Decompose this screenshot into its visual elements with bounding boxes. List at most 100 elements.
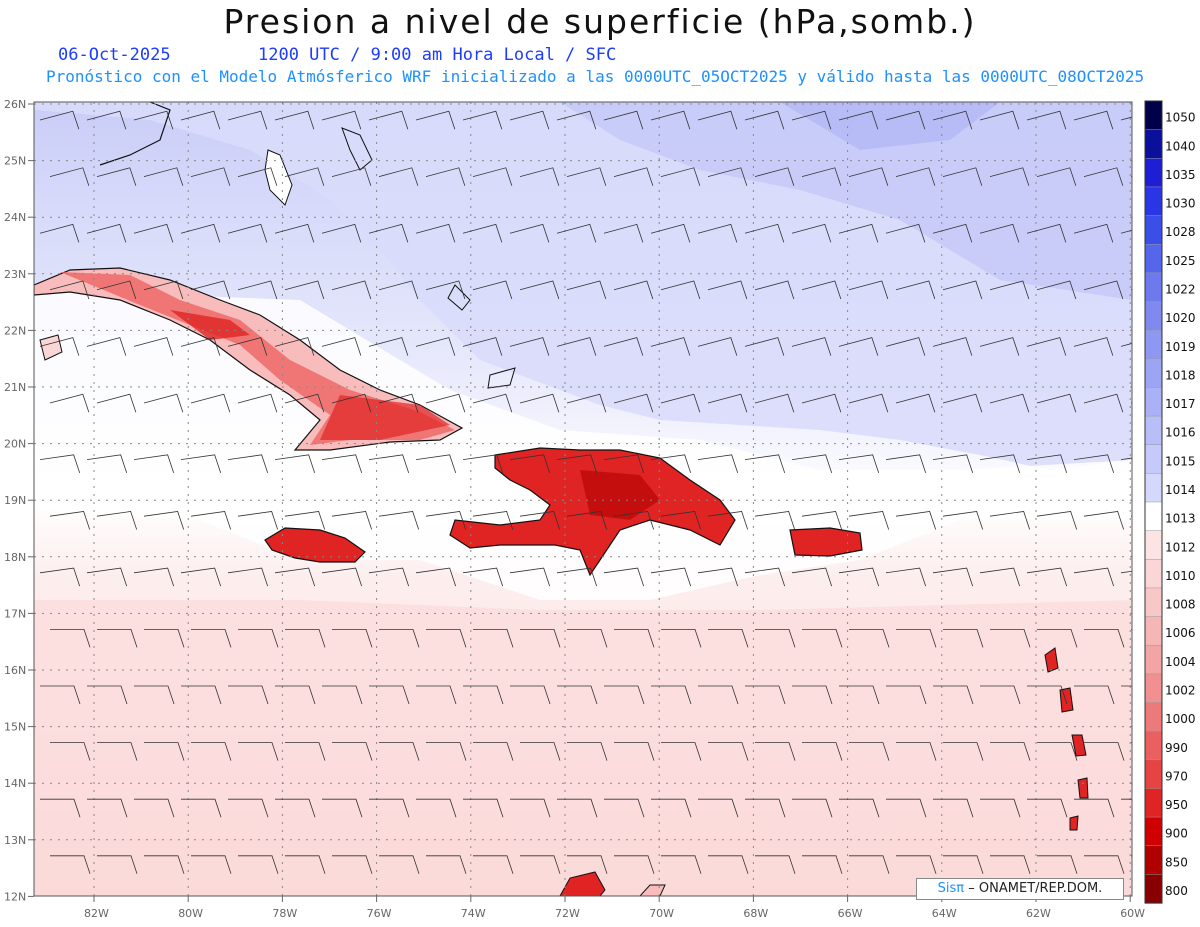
wind-barb — [190, 393, 231, 413]
wind-barb — [848, 511, 890, 530]
colorbar-swatch — [1144, 816, 1163, 847]
lon-label-82W: 82W — [84, 907, 109, 920]
wind-barb — [566, 393, 607, 413]
wind-barb — [849, 742, 890, 761]
credit-brand: Sisπ — [937, 881, 965, 896]
wind-barb — [1036, 280, 1077, 300]
wind-barb — [792, 912, 832, 927]
wind-barb — [285, 855, 326, 874]
wind-barb — [650, 337, 691, 356]
wind-barb — [791, 337, 832, 356]
wind-barb — [839, 798, 880, 818]
wind-barb — [603, 337, 644, 356]
wind-barb — [660, 393, 701, 413]
colorbar-label-1014: 1014 — [1165, 483, 1196, 497]
wind-barb — [1083, 511, 1125, 530]
wind-barb — [86, 337, 127, 356]
wind-barb — [707, 393, 748, 413]
wind-barb — [237, 167, 278, 186]
wind-barb — [332, 855, 373, 874]
wind-barb — [838, 337, 879, 356]
colorbar-swatch — [1144, 129, 1163, 160]
wind-barb — [368, 567, 410, 587]
wind-barb — [802, 855, 843, 874]
wind-barb — [838, 110, 879, 130]
wind-barb — [979, 567, 1021, 587]
wind-barb — [980, 685, 1021, 705]
wind-barb — [181, 685, 222, 705]
wind-barb — [567, 742, 608, 761]
lon-label-70W: 70W — [649, 907, 674, 920]
wind-barb — [990, 855, 1031, 874]
wind-barb — [472, 280, 513, 300]
wind-barb — [134, 685, 175, 705]
wind-barb — [896, 855, 937, 874]
wind-barb — [49, 167, 90, 186]
wind-barb — [190, 167, 231, 186]
wind-barb — [942, 393, 983, 413]
colorbar-label-1017: 1017 — [1165, 397, 1196, 411]
wind-barb — [285, 742, 326, 761]
colorbar-label-1002: 1002 — [1165, 684, 1196, 698]
colorbar: 1050 1040 1035 1030 1028 1025 1022 1020 1019 1018… — [1144, 100, 1196, 904]
wind-barb — [849, 855, 890, 874]
wind-barb — [322, 685, 363, 705]
wind-barb — [509, 454, 551, 473]
wind-barb — [369, 685, 410, 705]
lon-label-68W: 68W — [743, 907, 768, 920]
colorbar-swatch — [1144, 158, 1163, 188]
lat-label-17N: 17N — [4, 607, 26, 620]
wind-barb — [885, 567, 927, 587]
wind-barb — [238, 742, 279, 761]
colorbar-label-1004: 1004 — [1165, 655, 1196, 669]
wind-barb — [321, 454, 363, 473]
wind-barb — [980, 912, 1020, 927]
wind-barb — [603, 223, 644, 243]
wind-barb — [895, 280, 936, 300]
wind-barb — [416, 912, 456, 927]
colorbar-swatch — [1144, 415, 1163, 446]
wind-barb — [144, 855, 185, 874]
colorbar-swatch — [1144, 387, 1163, 417]
wind-barb — [520, 742, 561, 761]
wind-barb — [885, 110, 926, 130]
forecast-time: 1200 UTC / 9:00 am Hora Local / SFC — [258, 45, 617, 65]
wind-barb — [838, 223, 879, 243]
colorbar-label-1010: 1010 — [1165, 569, 1196, 583]
wind-barb — [1036, 167, 1077, 186]
colorbar-swatch — [1144, 730, 1163, 761]
wind-barb — [87, 798, 128, 818]
wind-barb — [801, 167, 842, 186]
wind-barb — [321, 223, 362, 243]
wind-barb — [932, 223, 973, 243]
wind-barb — [379, 742, 420, 761]
wind-barb — [989, 280, 1030, 300]
wind-barb — [1037, 855, 1078, 874]
lat-label-18N: 18N — [4, 551, 26, 564]
wind-barb — [697, 454, 739, 473]
wind-barb — [932, 110, 973, 130]
wind-barb — [275, 685, 316, 705]
lon-label-80W: 80W — [178, 907, 203, 920]
lat-label-25N: 25N — [4, 155, 26, 168]
wind-barb — [697, 567, 739, 587]
wind-barb — [331, 511, 373, 530]
wind-barb — [415, 110, 456, 130]
wind-barb — [613, 393, 654, 413]
colorbar-label-1040: 1040 — [1165, 139, 1196, 153]
wind-barb — [509, 337, 550, 356]
wind-barb — [134, 912, 174, 927]
wind-barb — [473, 629, 514, 648]
wind-barb — [708, 742, 749, 761]
wind-barb — [932, 567, 974, 587]
wind-barb — [885, 337, 926, 356]
wind-barb — [39, 223, 80, 243]
wind-barb — [1083, 167, 1124, 186]
colorbar-label-970: 970 — [1165, 769, 1188, 783]
wind-barb — [1073, 337, 1114, 356]
wind-barb — [661, 629, 702, 648]
wind-barb — [274, 337, 315, 356]
wind-barb — [1037, 629, 1078, 648]
wind-barb — [238, 855, 279, 874]
colorbar-swatch — [1144, 530, 1163, 561]
